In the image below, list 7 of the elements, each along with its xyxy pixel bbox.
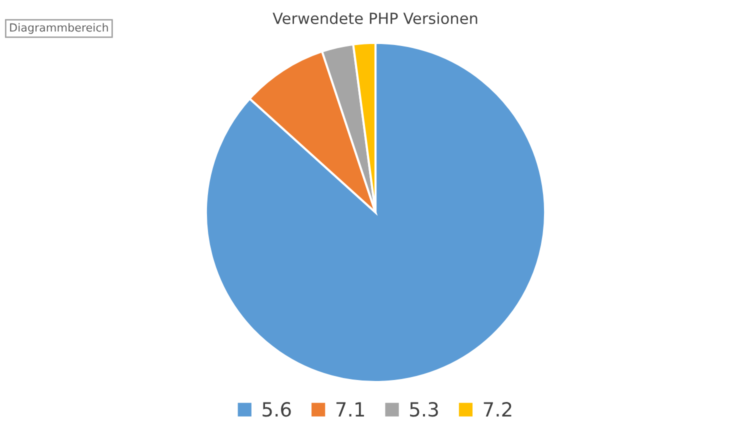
legend-label: 7.1 [336,402,364,416]
text: Diagrammbereich [10,23,108,34]
pie-slice [204,42,546,384]
legend-label: 7.2 [484,402,512,416]
legend-label: 5.6 [262,402,291,417]
legend-label: 5.3 [410,402,438,417]
chart-title: Verwendete PHP Versionen [272,12,478,24]
